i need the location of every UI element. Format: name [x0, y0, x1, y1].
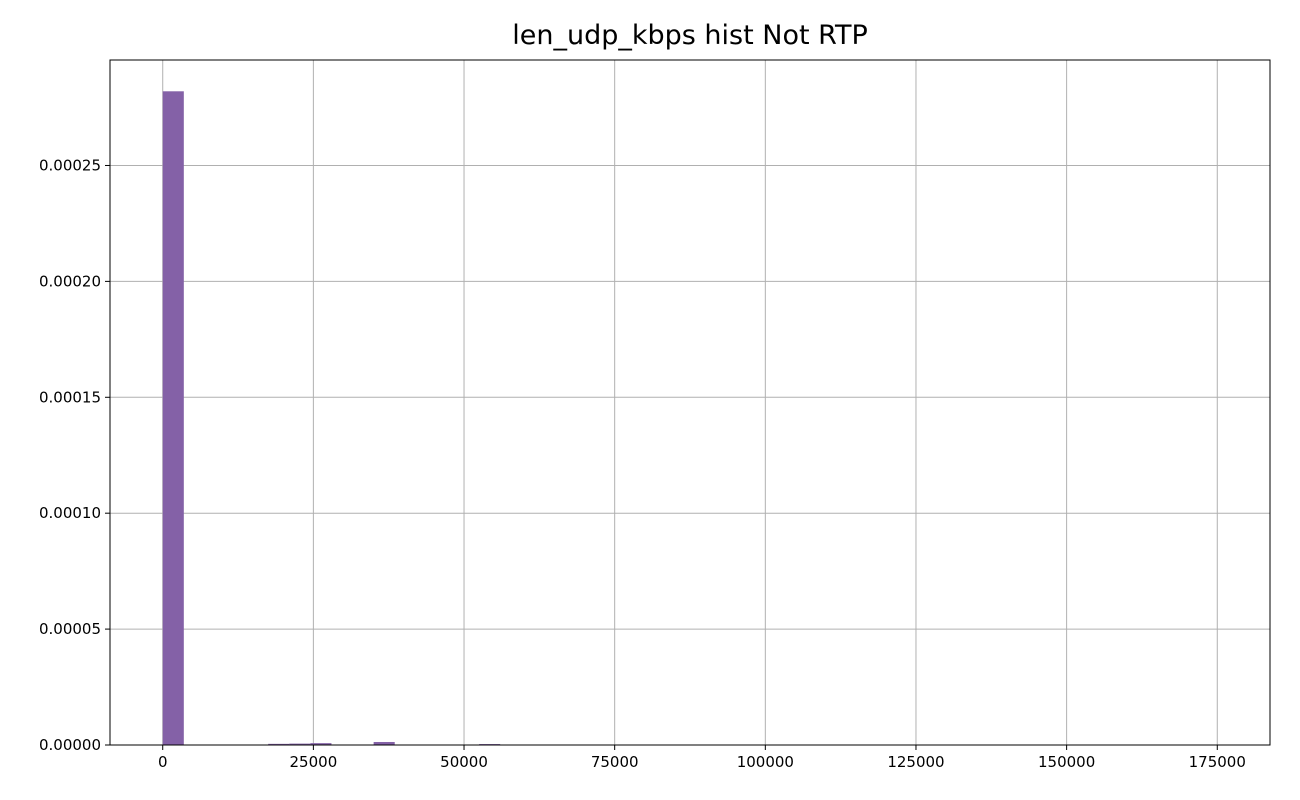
x-tick-label: 50000 — [440, 753, 488, 771]
chart-title: len_udp_kbps hist Not RTP — [512, 20, 868, 51]
x-tick-label: 100000 — [737, 753, 794, 771]
y-tick-label: 0.00020 — [39, 272, 101, 290]
y-tick-label: 0.00015 — [39, 388, 101, 406]
histogram-bar — [310, 743, 332, 745]
histogram-bars — [162, 91, 501, 745]
histogram-bar — [373, 741, 395, 745]
y-axis-ticks: 0.00000 0.00005 0.00010 0.00015 0.00020 0.000… — [39, 156, 110, 754]
x-tick-label: 25000 — [290, 753, 338, 771]
y-tick-label: 0.00025 — [39, 156, 101, 174]
grid-lines — [110, 60, 1270, 746]
histogram-bar — [268, 743, 290, 745]
histogram-bar — [162, 91, 184, 745]
x-tick-label: 125000 — [887, 753, 944, 771]
y-tick-label: 0.00010 — [39, 504, 101, 522]
x-axis-ticks: 0 25000 50000 75000 100000 125000 150000 175000 — [158, 745, 1246, 771]
y-tick-label: 0.00005 — [39, 620, 101, 638]
x-tick-label: 150000 — [1038, 753, 1095, 771]
x-tick-label: 0 — [158, 753, 168, 771]
histogram-bar — [289, 743, 311, 745]
x-tick-label: 75000 — [591, 753, 639, 771]
x-tick-label: 175000 — [1189, 753, 1246, 771]
y-tick-label: 0.00000 — [39, 736, 101, 754]
axes-frame — [109, 59, 1271, 746]
